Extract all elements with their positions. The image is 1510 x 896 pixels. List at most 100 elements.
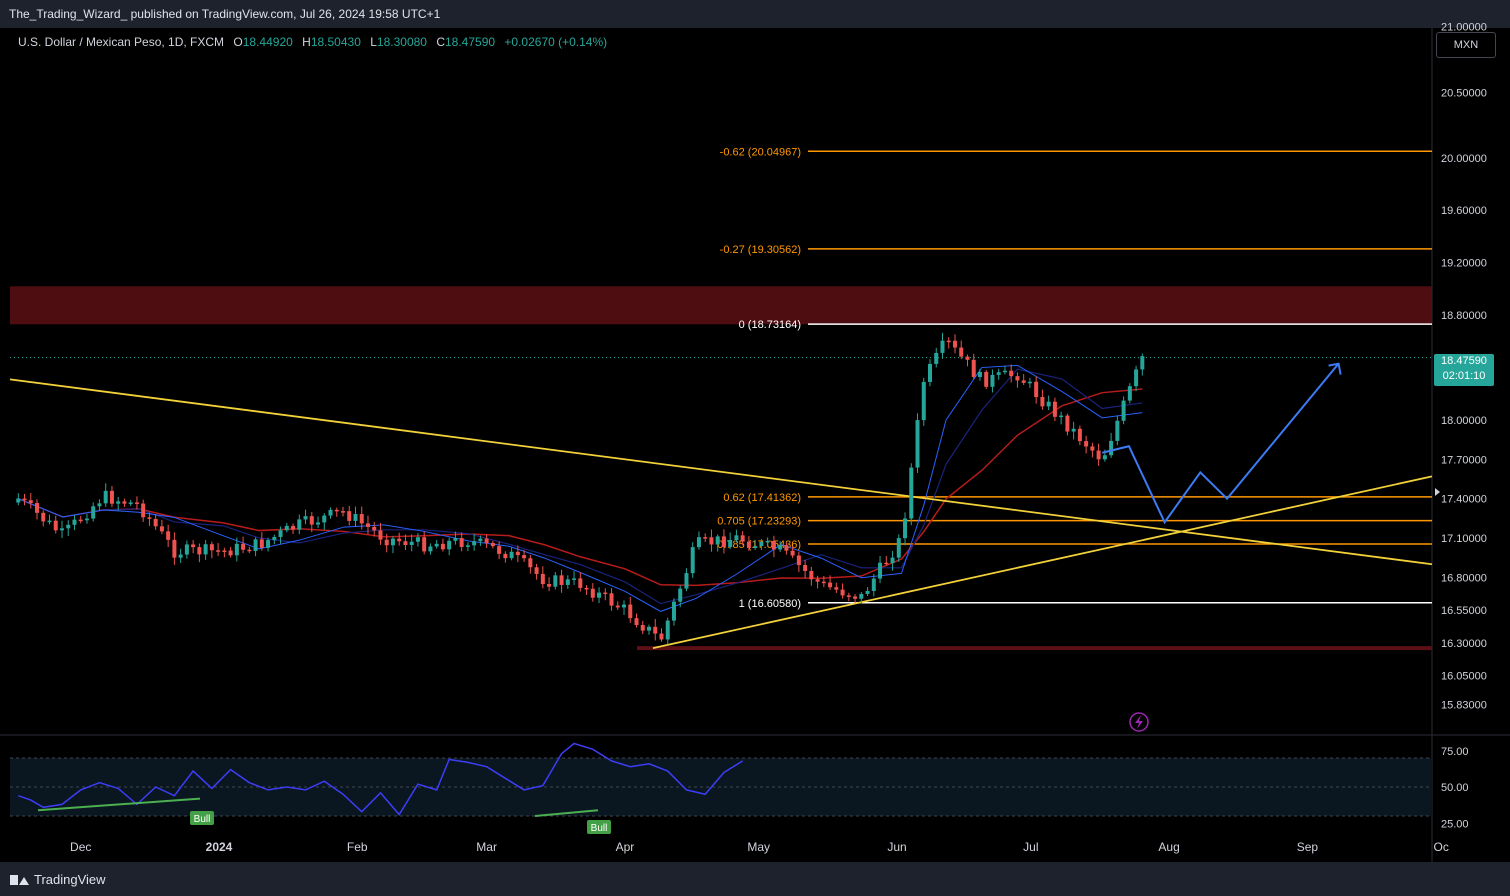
candle-body xyxy=(259,539,264,548)
candle-body xyxy=(328,509,333,516)
candle-body xyxy=(253,539,258,551)
candle-body xyxy=(734,535,739,540)
candle-body xyxy=(653,626,658,634)
candle-body xyxy=(1127,386,1132,401)
axis-marker-icon xyxy=(1435,488,1440,496)
last-price-value: 18.47590 xyxy=(1441,355,1487,367)
candle-body xyxy=(878,562,883,579)
candle-body xyxy=(84,518,89,521)
publish-bar: The_Trading_Wizard_ published on Trading… xyxy=(0,0,1510,28)
candle-body xyxy=(709,537,714,545)
candle-body xyxy=(159,526,164,532)
candle-body xyxy=(921,381,926,421)
candle-body xyxy=(172,539,177,558)
lightning-icon-bolt xyxy=(1135,715,1143,729)
candle-body xyxy=(703,537,708,539)
candle-body xyxy=(147,517,152,519)
candle-body xyxy=(1040,397,1045,407)
candle-body xyxy=(790,550,795,556)
candle-body xyxy=(1052,401,1057,417)
candle-body xyxy=(834,587,839,590)
candle-body xyxy=(996,372,1001,375)
candle-body xyxy=(1090,446,1095,451)
candle-body xyxy=(597,592,602,598)
candle-body xyxy=(116,501,121,504)
bull-label: Bull xyxy=(591,823,608,834)
candle-body xyxy=(347,511,352,521)
candle-body xyxy=(278,530,283,537)
resistance-zone xyxy=(10,286,1432,325)
time-tick-label: Dec xyxy=(70,840,91,854)
time-tick-label: Sep xyxy=(1297,840,1319,854)
candle-body xyxy=(1021,380,1026,383)
candle-body xyxy=(859,593,864,599)
close-value: 18.47590 xyxy=(445,35,496,49)
rsi-line xyxy=(18,742,744,816)
candle-body xyxy=(903,518,908,539)
candle-body xyxy=(322,515,327,523)
candle-body xyxy=(1027,381,1032,384)
candle-body xyxy=(622,604,627,608)
candle-body xyxy=(971,359,976,377)
candle-body xyxy=(72,519,77,525)
candle-body xyxy=(1059,415,1064,418)
candle-body xyxy=(216,550,221,552)
candle-body xyxy=(1140,356,1145,370)
currency-button[interactable]: MXN xyxy=(1436,32,1496,58)
candle-body xyxy=(53,520,58,531)
candle-body xyxy=(728,539,733,547)
candle-body xyxy=(178,554,183,558)
candle-body xyxy=(409,541,414,545)
publish-line: The_Trading_Wizard_ published on Trading… xyxy=(9,7,441,21)
candle-body xyxy=(222,550,227,552)
low-label: L xyxy=(370,35,377,49)
price-tick-label: 16.80000 xyxy=(1441,572,1487,584)
bull-label-box xyxy=(587,820,611,834)
candle-body xyxy=(690,547,695,574)
candle-body xyxy=(1077,428,1082,442)
tradingview-brand[interactable]: TradingView xyxy=(10,872,106,887)
candle-body xyxy=(671,601,676,621)
candle-body xyxy=(952,340,957,348)
price-tick-label: 16.55000 xyxy=(1441,605,1487,617)
candle-body xyxy=(1065,415,1070,432)
candle-body xyxy=(934,352,939,364)
candle-body xyxy=(946,340,951,343)
close-label: C xyxy=(436,35,445,49)
candle-body xyxy=(78,519,83,522)
candle-body xyxy=(640,624,645,631)
candle-body xyxy=(97,503,102,507)
candle-body xyxy=(990,374,995,387)
candle-body xyxy=(272,536,277,541)
candle-body xyxy=(22,498,27,501)
projection-arrowhead xyxy=(1328,362,1342,375)
fib-level-label: -0.62 (20.04967) xyxy=(720,146,801,158)
candle-body xyxy=(646,626,651,631)
candle-body xyxy=(334,509,339,512)
candle-body xyxy=(628,604,633,619)
candle-body xyxy=(103,490,108,504)
candle-body xyxy=(771,540,776,550)
price-tick-label: 21.00000 xyxy=(1441,22,1487,34)
price-tick-label: 16.05000 xyxy=(1441,671,1487,683)
candle-body xyxy=(459,538,464,547)
projection-path xyxy=(1101,362,1340,525)
candle-body xyxy=(403,541,408,545)
candle-body xyxy=(303,516,308,520)
candle-body xyxy=(1096,450,1101,460)
candle-body xyxy=(41,512,46,522)
rsi-tick-label: 75.00 xyxy=(1441,746,1469,758)
rsi-divergence-line xyxy=(534,809,599,817)
brand-name: TradingView xyxy=(34,872,106,887)
fib-level-label: 1 (16.60580) xyxy=(739,598,801,610)
candle-body xyxy=(809,570,814,580)
tradingview-logo-icon xyxy=(10,874,29,885)
footer-bar: TradingView xyxy=(0,862,1510,896)
bull-label-box xyxy=(190,811,214,825)
candle-body xyxy=(490,542,495,547)
candle-body xyxy=(778,545,783,550)
candle-body xyxy=(659,633,664,640)
candle-body xyxy=(372,526,377,531)
price-tick-label: 20.00000 xyxy=(1441,153,1487,165)
